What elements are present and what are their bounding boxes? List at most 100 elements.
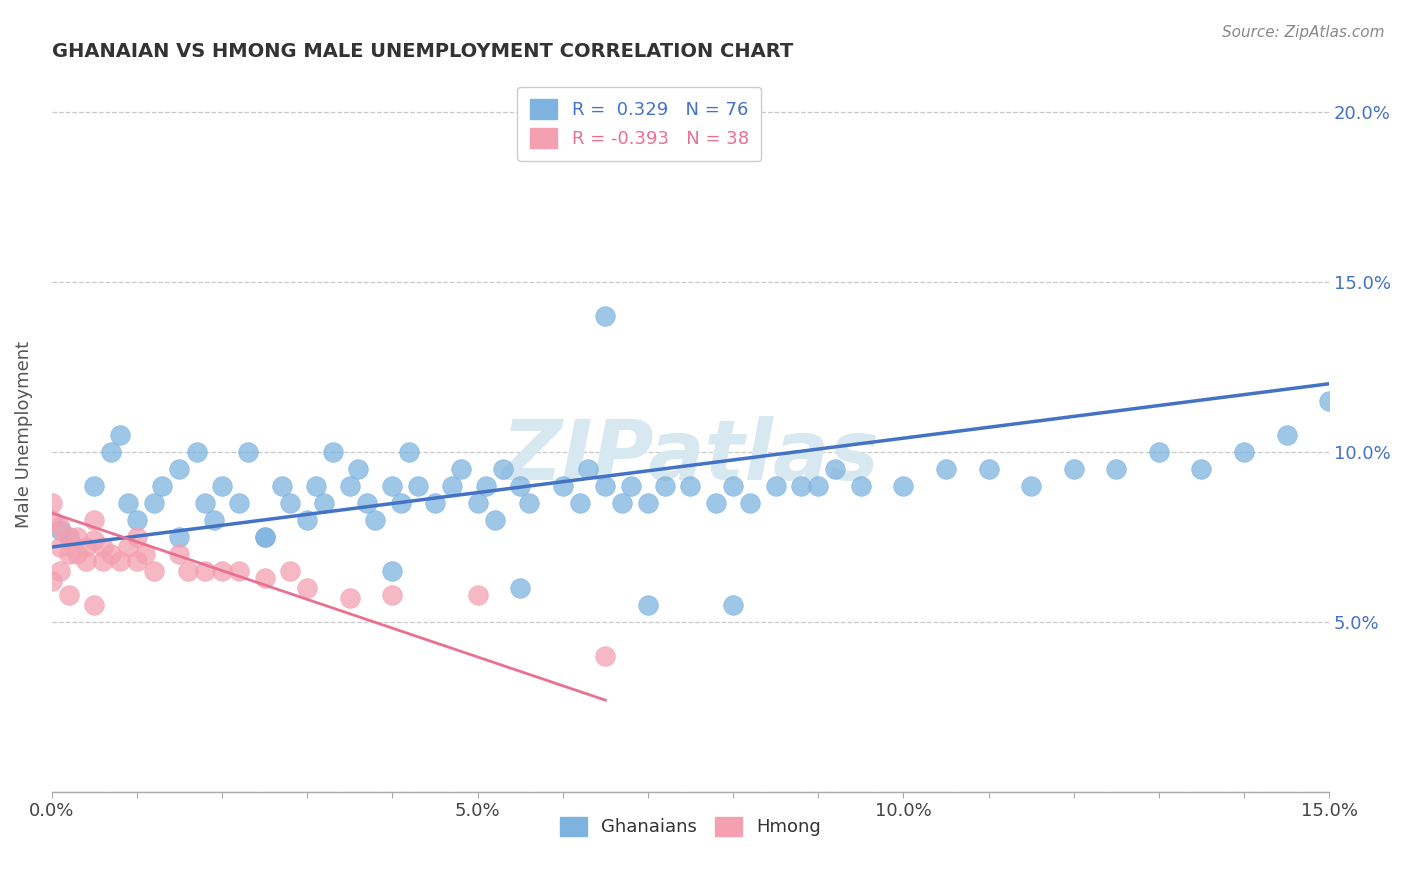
Point xyxy=(100,547,122,561)
Point xyxy=(356,496,378,510)
Point xyxy=(66,530,89,544)
Point xyxy=(83,479,105,493)
Point xyxy=(228,564,250,578)
Point xyxy=(177,564,200,578)
Point xyxy=(406,479,429,493)
Point xyxy=(202,513,225,527)
Point xyxy=(484,513,506,527)
Point xyxy=(568,496,591,510)
Point xyxy=(108,427,131,442)
Point xyxy=(297,513,319,527)
Text: Source: ZipAtlas.com: Source: ZipAtlas.com xyxy=(1222,25,1385,40)
Point xyxy=(339,479,361,493)
Point xyxy=(977,462,1000,476)
Point xyxy=(517,496,540,510)
Point xyxy=(475,479,498,493)
Point xyxy=(595,309,617,323)
Point xyxy=(58,530,80,544)
Point xyxy=(1233,444,1256,458)
Point xyxy=(467,588,489,602)
Point xyxy=(152,479,174,493)
Point xyxy=(125,530,148,544)
Point xyxy=(891,479,914,493)
Point xyxy=(423,496,446,510)
Point xyxy=(849,479,872,493)
Point xyxy=(1019,479,1042,493)
Point xyxy=(125,554,148,568)
Point xyxy=(58,530,80,544)
Point xyxy=(935,462,957,476)
Point xyxy=(100,444,122,458)
Point xyxy=(314,496,336,510)
Point xyxy=(66,547,89,561)
Point xyxy=(305,479,328,493)
Point xyxy=(637,496,659,510)
Point xyxy=(381,479,404,493)
Point xyxy=(595,648,617,663)
Text: GHANAIAN VS HMONG MALE UNEMPLOYMENT CORRELATION CHART: GHANAIAN VS HMONG MALE UNEMPLOYMENT CORR… xyxy=(52,42,793,61)
Point xyxy=(467,496,489,510)
Point xyxy=(75,554,97,568)
Point xyxy=(1317,393,1340,408)
Point xyxy=(551,479,574,493)
Point xyxy=(322,444,344,458)
Point xyxy=(211,479,233,493)
Point xyxy=(49,564,72,578)
Point xyxy=(142,564,165,578)
Point xyxy=(58,547,80,561)
Point xyxy=(194,496,217,510)
Point xyxy=(41,496,63,510)
Point xyxy=(41,513,63,527)
Point xyxy=(91,540,114,554)
Point xyxy=(595,479,617,493)
Point xyxy=(186,444,208,458)
Point xyxy=(117,496,139,510)
Point xyxy=(253,530,276,544)
Point xyxy=(1147,444,1170,458)
Point xyxy=(339,591,361,605)
Point xyxy=(236,444,259,458)
Text: ZIPatlas: ZIPatlas xyxy=(502,416,879,497)
Point xyxy=(824,462,846,476)
Point xyxy=(297,581,319,595)
Legend: Ghanaians, Hmong: Ghanaians, Hmong xyxy=(553,809,828,844)
Point xyxy=(58,588,80,602)
Point xyxy=(83,513,105,527)
Point xyxy=(790,479,813,493)
Point xyxy=(83,598,105,612)
Point xyxy=(49,519,72,533)
Point xyxy=(364,513,387,527)
Point xyxy=(49,540,72,554)
Point xyxy=(169,547,191,561)
Y-axis label: Male Unemployment: Male Unemployment xyxy=(15,342,32,528)
Point xyxy=(765,479,787,493)
Point xyxy=(1275,427,1298,442)
Point xyxy=(381,564,404,578)
Point xyxy=(398,444,420,458)
Point xyxy=(49,523,72,537)
Point xyxy=(654,479,676,493)
Point xyxy=(389,496,412,510)
Point xyxy=(134,547,156,561)
Point xyxy=(509,479,531,493)
Point xyxy=(253,530,276,544)
Point xyxy=(253,571,276,585)
Point xyxy=(142,496,165,510)
Point xyxy=(83,533,105,548)
Point xyxy=(125,513,148,527)
Point xyxy=(108,554,131,568)
Point xyxy=(278,564,301,578)
Point xyxy=(637,598,659,612)
Point xyxy=(117,540,139,554)
Point xyxy=(381,588,404,602)
Point xyxy=(169,462,191,476)
Point xyxy=(576,462,599,476)
Point xyxy=(1063,462,1085,476)
Point xyxy=(620,479,643,493)
Point xyxy=(169,530,191,544)
Point xyxy=(228,496,250,510)
Point xyxy=(75,540,97,554)
Point xyxy=(440,479,463,493)
Point xyxy=(41,574,63,588)
Point xyxy=(450,462,472,476)
